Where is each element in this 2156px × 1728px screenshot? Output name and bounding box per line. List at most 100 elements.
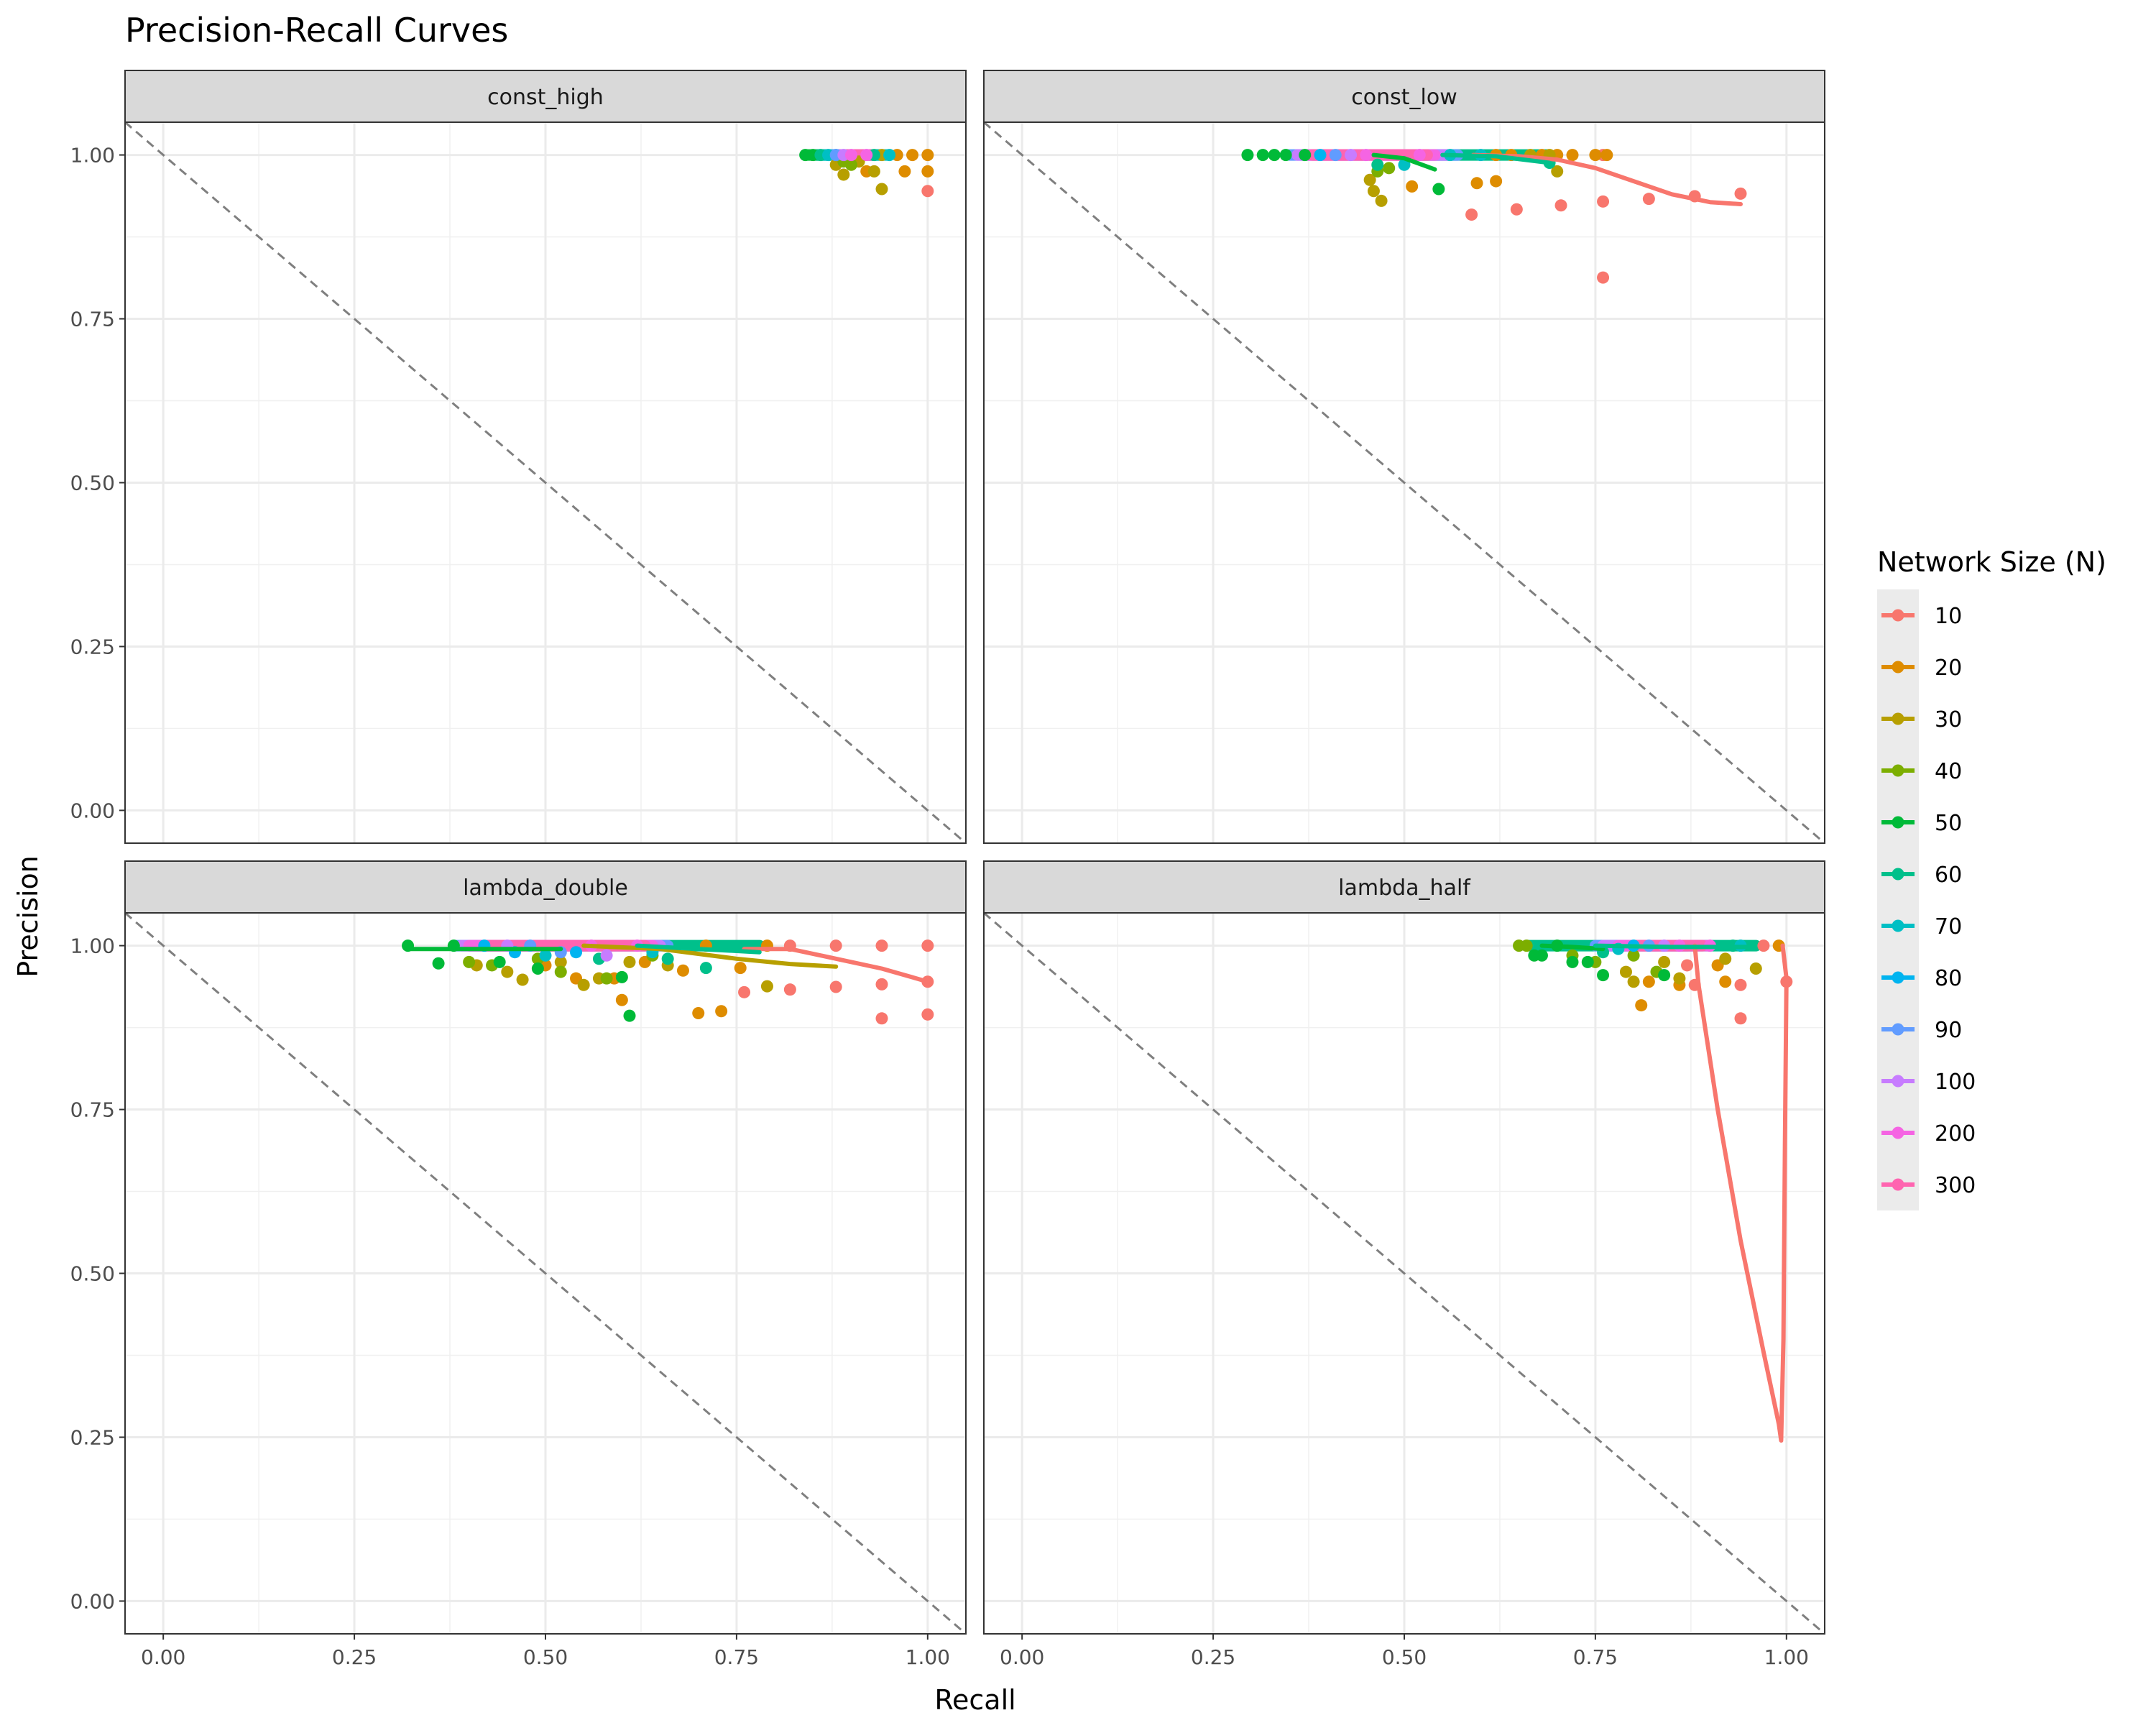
data-point-n20 — [921, 149, 934, 162]
data-point-n40 — [463, 955, 476, 968]
data-point-n50 — [1241, 149, 1254, 162]
smooth-curve-n50 — [1539, 943, 1606, 952]
legend-label: 50 — [1935, 811, 1962, 836]
data-point-n40 — [1627, 949, 1640, 962]
panel-border — [983, 121, 1825, 844]
legend-item-60: 60 — [1877, 848, 1962, 900]
smooth-curve-n60 — [1593, 943, 1751, 950]
panel-data — [125, 122, 966, 843]
data-point-n10 — [1597, 195, 1610, 208]
data-point-n50 — [1658, 969, 1671, 982]
data-point-n40 — [600, 972, 613, 985]
data-point-n20 — [1589, 149, 1602, 162]
facet-strip — [983, 860, 1825, 914]
data-point-n40 — [554, 965, 567, 978]
legend-key-point — [1892, 764, 1904, 777]
legend-item-40: 40 — [1877, 745, 1962, 796]
data-point-n10 — [1465, 208, 1478, 221]
data-point-n30 — [1363, 173, 1376, 186]
data-point-n30 — [837, 168, 850, 181]
data-point-n20 — [1406, 180, 1419, 193]
data-point-n20 — [1470, 177, 1483, 190]
data-point-n70 — [1398, 158, 1411, 171]
y-tick-label: 1.00 — [70, 144, 115, 167]
data-point-n10 — [829, 980, 842, 993]
smooth-curve-n30 — [581, 943, 839, 969]
data-point-n30 — [1551, 165, 1564, 178]
data-point-n60 — [699, 962, 712, 975]
smooth-curve-n10 — [1692, 943, 1789, 1443]
legend-label: 80 — [1935, 966, 1962, 991]
legend-item-30: 30 — [1877, 693, 1962, 745]
data-point-n30 — [1375, 194, 1388, 207]
smooth-curve-n10 — [1470, 152, 1743, 206]
x-tick-label: 0.00 — [1000, 1645, 1044, 1669]
data-point-n30 — [875, 183, 888, 196]
data-point-n50 — [1581, 955, 1594, 968]
data-point-n50 — [615, 970, 628, 983]
data-point-n200 — [1413, 149, 1426, 162]
data-point-n60 — [1371, 158, 1384, 171]
reference-diagonal-line — [984, 122, 1825, 843]
data-point-n20 — [1642, 975, 1655, 988]
data-point-n50 — [1566, 955, 1579, 968]
data-point-n200 — [860, 149, 873, 162]
facet-strip-label: lambda_double — [463, 876, 628, 901]
legend-key-point — [1892, 971, 1904, 984]
legend-key-point — [1892, 919, 1904, 932]
facet-panel-const_high: const_high 0.00 0.25 0.50 0.75 1.00 — [70, 70, 967, 844]
legend-label: 300 — [1935, 1173, 1976, 1198]
data-point-n10 — [875, 939, 888, 952]
facet-strip — [124, 860, 967, 914]
facet-panel-const_low: const_low — [983, 70, 1825, 844]
y-tick-label: 0.00 — [70, 1589, 115, 1613]
y-tick-label: 0.75 — [70, 1098, 115, 1122]
legend-key-point — [1892, 1178, 1904, 1191]
data-point-n80 — [1314, 149, 1327, 162]
data-point-n30 — [760, 980, 773, 993]
data-point-n20 — [715, 1005, 728, 1018]
x-tick-label: 1.00 — [1764, 1645, 1809, 1669]
data-point-n20 — [921, 165, 934, 178]
facet-panels: const_high 0.00 0.25 0.50 0.75 1.00 const_lowl… — [70, 70, 1825, 1669]
data-point-n20 — [692, 1007, 705, 1020]
data-point-n40 — [1383, 162, 1396, 175]
data-point-n100 — [1345, 149, 1358, 162]
data-point-n50 — [1299, 149, 1312, 162]
legend: Network Size (N) 10 20 30 40 50 60 70 80 90 100 20… — [1877, 546, 2106, 1210]
data-point-n10 — [921, 1008, 934, 1021]
x-tick-label: 1.00 — [906, 1645, 950, 1669]
data-point-n50 — [1256, 149, 1269, 162]
y-axis-title: Precision — [12, 855, 44, 978]
data-point-n20 — [1490, 175, 1503, 188]
data-point-n30 — [577, 978, 590, 991]
legend-label: 90 — [1935, 1018, 1962, 1043]
data-point-n10 — [829, 939, 842, 952]
data-point-n80 — [570, 946, 583, 959]
data-point-n20 — [1566, 149, 1579, 162]
legend-key-point — [1892, 1126, 1904, 1139]
data-point-n20 — [676, 964, 689, 977]
data-point-n70 — [883, 149, 896, 162]
data-point-n10 — [921, 939, 934, 952]
legend-item-90: 90 — [1877, 1003, 1962, 1055]
legend-label: 60 — [1935, 863, 1962, 888]
x-tick-label: 0.00 — [141, 1645, 185, 1669]
legend-label: 10 — [1935, 604, 1962, 629]
x-tick-label: 0.75 — [1573, 1645, 1618, 1669]
data-point-n50 — [1597, 969, 1610, 982]
legend-label: 70 — [1935, 914, 1962, 939]
data-point-n30 — [1367, 185, 1380, 198]
data-point-n30 — [867, 165, 880, 178]
x-tick-label: 0.50 — [523, 1645, 568, 1669]
data-point-n20 — [734, 962, 747, 975]
facet-strip — [983, 70, 1825, 123]
legend-item-200: 200 — [1877, 1107, 1976, 1159]
reference-diagonal-line — [984, 913, 1825, 1634]
data-point-n30 — [554, 955, 567, 968]
data-point-n20 — [615, 993, 628, 1006]
legend-key-point — [1892, 661, 1904, 674]
data-point-n30 — [516, 973, 529, 986]
smooth-curve-n10 — [742, 947, 930, 984]
